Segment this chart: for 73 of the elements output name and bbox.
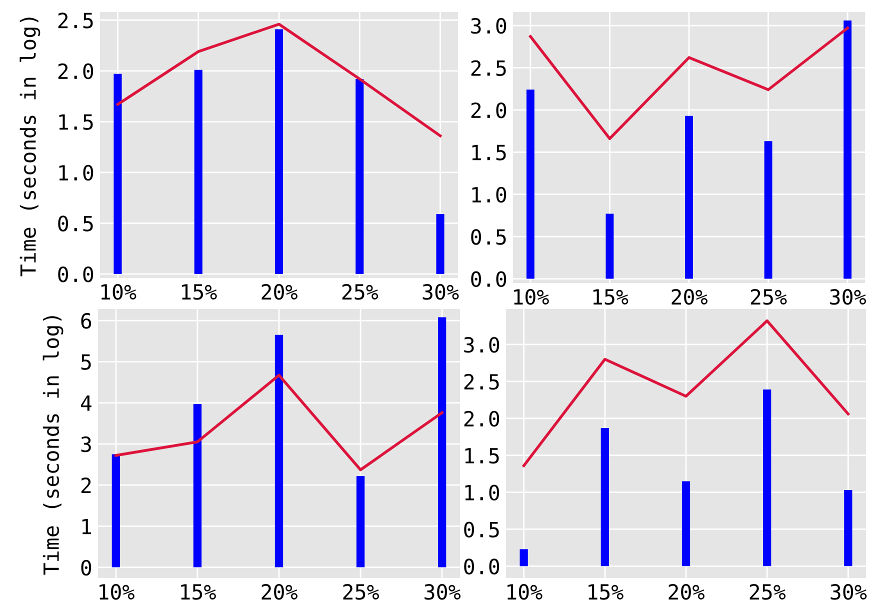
y-tick-label: 4 (80, 396, 92, 411)
bar (436, 214, 444, 274)
x-tick-label: 30% (830, 289, 866, 305)
bar (606, 214, 614, 279)
y-tick-label: 0.5 (58, 216, 93, 232)
y-tick-label: 2 (81, 478, 91, 494)
y-tick-label: 3.0 (464, 336, 500, 353)
y-tick-label: 0.0 (58, 266, 94, 282)
y-tick-label: 5 (81, 354, 91, 370)
bar (520, 549, 528, 566)
y-tick-label: 0.0 (471, 271, 506, 288)
y-tick-label: 1.0 (59, 164, 94, 181)
x-tick-label: 30% (422, 284, 459, 300)
y-tick-label: 2.0 (58, 63, 94, 80)
y-tick-label: 3.0 (471, 18, 506, 34)
bar (438, 317, 446, 568)
bar (112, 454, 120, 568)
line-series (116, 22, 442, 138)
y-tick-label: 2.5 (471, 60, 506, 76)
bar (844, 490, 852, 566)
x-tick-label: 25% (343, 584, 380, 600)
line-series (522, 319, 850, 468)
y-tick-label: 0.0 (464, 558, 500, 574)
y-tick-label: 1.5 (59, 114, 93, 130)
bar (194, 70, 202, 274)
y-tick-label: 3 (81, 436, 91, 452)
x-tick-label: 20% (262, 584, 298, 600)
y-tick-label: 1.0 (465, 484, 500, 501)
line-series (529, 26, 849, 140)
bar (274, 29, 284, 274)
x-tick-label: 25% (750, 584, 786, 600)
bar (685, 116, 693, 279)
y-tick-label: 1.0 (472, 186, 506, 203)
line-series (114, 374, 444, 472)
bar (844, 20, 852, 279)
x-tick-label: 10% (100, 584, 134, 600)
y-tick-label: 1.5 (465, 448, 499, 464)
x-tick-label: 10% (508, 584, 542, 600)
y-tick-label: 0.5 (471, 229, 506, 245)
y-tick-label: 2.5 (58, 12, 93, 28)
y-tick-label: 1 (82, 518, 92, 534)
x-tick-label: 25% (751, 289, 787, 305)
y-tick-label: 2.0 (464, 410, 500, 427)
bar (193, 404, 202, 568)
y-tick-label: 0.5 (464, 522, 499, 538)
bar (764, 141, 772, 279)
bar (682, 481, 690, 566)
bar (356, 79, 364, 274)
y-axis-title: Time (seconds in log) (42, 316, 64, 575)
y-tick-label: 0 (81, 560, 92, 576)
x-tick-label: 30% (424, 584, 461, 600)
y-tick-label: 2.0 (471, 102, 506, 118)
y-axis-title: Time (seconds in log) (20, 18, 40, 276)
x-tick-label: 15% (181, 584, 216, 600)
bar (274, 334, 284, 568)
y-tick-label: 1.5 (472, 144, 506, 160)
x-tick-label: 20% (668, 584, 704, 600)
x-tick-label: 20% (262, 284, 298, 300)
bar (356, 476, 365, 568)
x-tick-label: 20% (672, 289, 708, 305)
x-tick-label: 30% (830, 584, 867, 600)
x-tick-label: 15% (593, 289, 628, 305)
x-tick-label: 10% (514, 289, 549, 305)
x-tick-label: 10% (101, 284, 136, 300)
x-tick-label: 15% (182, 284, 217, 300)
x-tick-label: 15% (588, 584, 624, 600)
bar (763, 390, 772, 566)
y-tick-label: 2.5 (464, 374, 499, 390)
bar (114, 74, 122, 274)
x-tick-label: 25% (342, 284, 378, 300)
bar (526, 90, 534, 279)
bar (600, 428, 609, 566)
y-tick-label: 6 (81, 313, 92, 329)
